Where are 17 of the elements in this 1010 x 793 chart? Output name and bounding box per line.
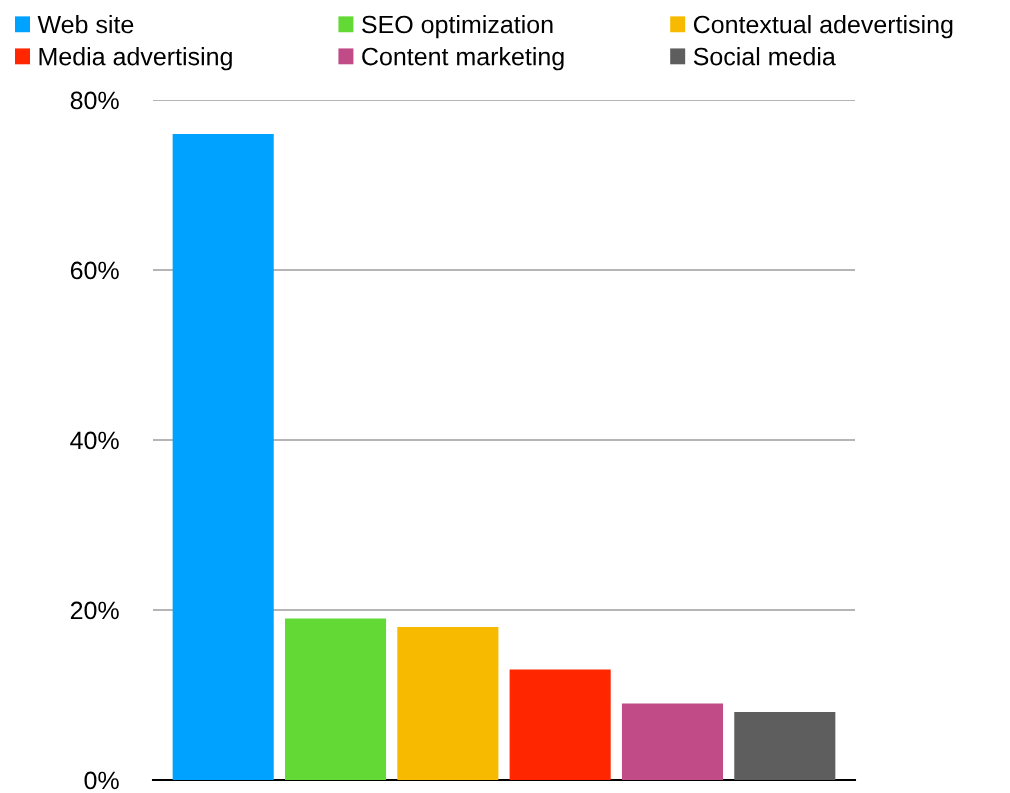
bar xyxy=(397,627,499,780)
y-tick-label: 60% xyxy=(70,261,119,280)
y-tick-label: 80% xyxy=(70,91,119,110)
bar xyxy=(172,134,274,780)
legend-label: Web site xyxy=(37,15,134,34)
bar xyxy=(509,669,611,780)
bar xyxy=(621,703,724,780)
bar xyxy=(734,712,836,780)
y-tick-label: 20% xyxy=(70,601,119,620)
legend-label: SEO optimization xyxy=(362,15,553,39)
legend-label: Media advertising xyxy=(39,47,232,71)
y-tick-label: 0% xyxy=(84,771,119,790)
y-tick-label: 40% xyxy=(70,431,119,450)
bar xyxy=(284,618,387,780)
legend-label: Content marketing xyxy=(362,47,564,71)
legend-label: Contextual adevertising xyxy=(693,15,953,39)
legend-label: Social media xyxy=(693,47,836,66)
